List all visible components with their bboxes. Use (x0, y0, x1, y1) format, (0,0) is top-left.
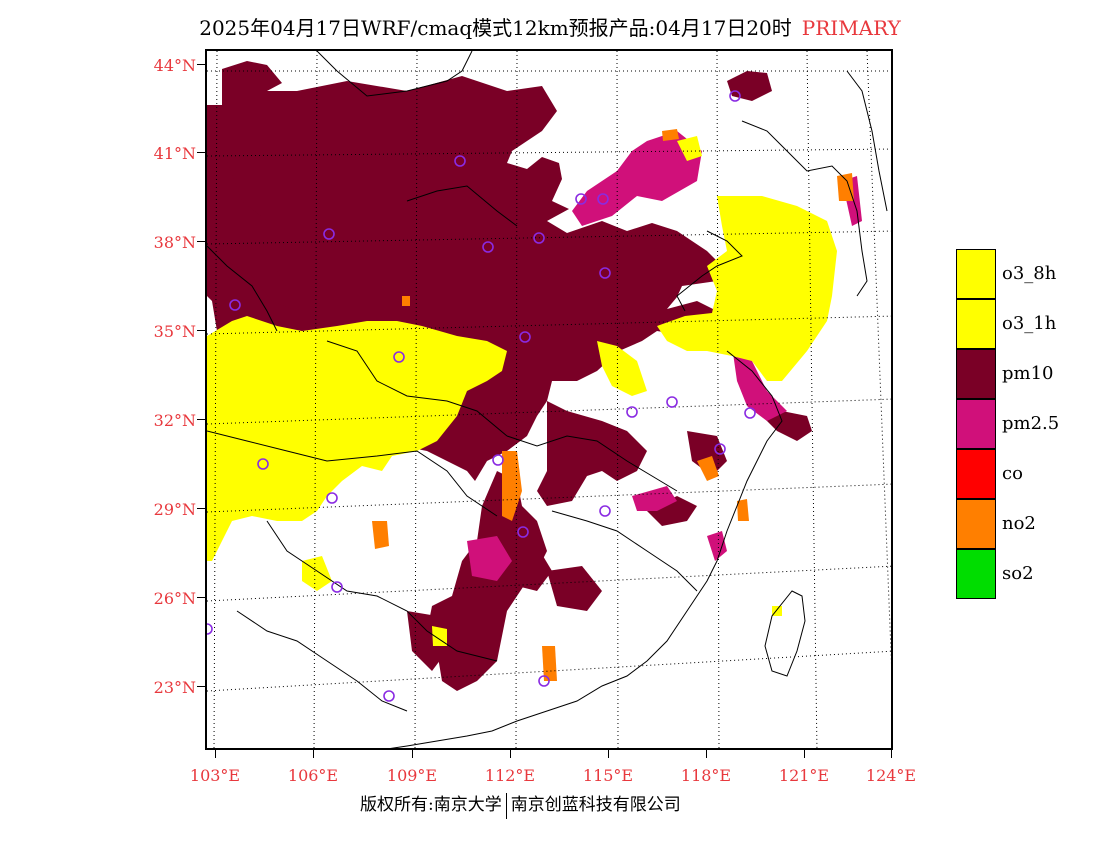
lon-label: 118°E (680, 766, 732, 785)
lat-tick (197, 419, 205, 420)
lon-label: 103°E (189, 766, 241, 785)
legend-swatch (956, 349, 996, 399)
lat-label: 32°N (153, 411, 196, 430)
lat-tick (197, 508, 205, 509)
title-main: 2025年04月17日WRF/cmaq模式12km预报产品:04月17日20时 (199, 16, 792, 40)
legend-swatch (956, 249, 996, 299)
legend-label: o3_1h (1002, 313, 1057, 334)
legend-label: so2 (1002, 563, 1034, 584)
lat-label: 38°N (153, 233, 196, 252)
no2-region (372, 129, 854, 681)
lon-label: 106°E (287, 766, 339, 785)
lon-label: 109°E (386, 766, 438, 785)
o3-region (207, 136, 837, 646)
lon-tick (804, 750, 805, 758)
lat-tick (197, 330, 205, 331)
legend-label: o3_8h (1002, 263, 1057, 284)
lon-tick (215, 750, 216, 758)
lon-tick (706, 750, 707, 758)
lat-tick (197, 64, 205, 65)
lat-label: 23°N (153, 678, 196, 697)
lat-tick (197, 597, 205, 598)
lon-label: 112°E (484, 766, 536, 785)
lat-label: 35°N (153, 322, 196, 341)
station-markers (207, 90, 756, 702)
boundary-lines (207, 51, 888, 748)
lon-tick (608, 750, 609, 758)
legend-swatch (956, 449, 996, 499)
copyright-footer: 版权所有:南京大学 南京创蓝科技有限公司 (360, 790, 681, 819)
legend-swatch (956, 299, 996, 349)
legend-label: co (1002, 463, 1023, 484)
lon-label: 124°E (865, 766, 917, 785)
legend-label: pm10 (1002, 363, 1054, 384)
lon-label: 115°E (582, 766, 634, 785)
lon-label: 121°E (778, 766, 830, 785)
lat-tick (197, 686, 205, 687)
footer-left: 版权所有:南京大学 (360, 795, 502, 815)
legend-swatch (956, 499, 996, 549)
lat-tick (197, 152, 205, 153)
map-panel (205, 49, 893, 750)
graticule (207, 51, 891, 748)
lat-label: 41°N (153, 144, 196, 163)
lat-tick (197, 241, 205, 242)
lon-tick (510, 750, 511, 758)
lon-tick (412, 750, 413, 758)
title-primary-tag: PRIMARY (801, 16, 901, 40)
legend-label: pm2.5 (1002, 413, 1060, 434)
legend-swatch (956, 399, 996, 449)
legend-label: no2 (1002, 513, 1036, 534)
pollutant-map (207, 51, 891, 748)
lon-tick (891, 750, 892, 758)
footer-right: 南京创蓝科技有限公司 (510, 795, 681, 815)
lon-tick (313, 750, 314, 758)
lat-label: 26°N (153, 589, 196, 608)
footer-separator (505, 792, 507, 819)
map-title: 2025年04月17日WRF/cmaq模式12km预报产品:04月17日20时 P… (0, 12, 1100, 41)
lat-label: 44°N (153, 56, 196, 75)
lat-label: 29°N (153, 500, 196, 519)
legend-swatch (956, 549, 996, 599)
